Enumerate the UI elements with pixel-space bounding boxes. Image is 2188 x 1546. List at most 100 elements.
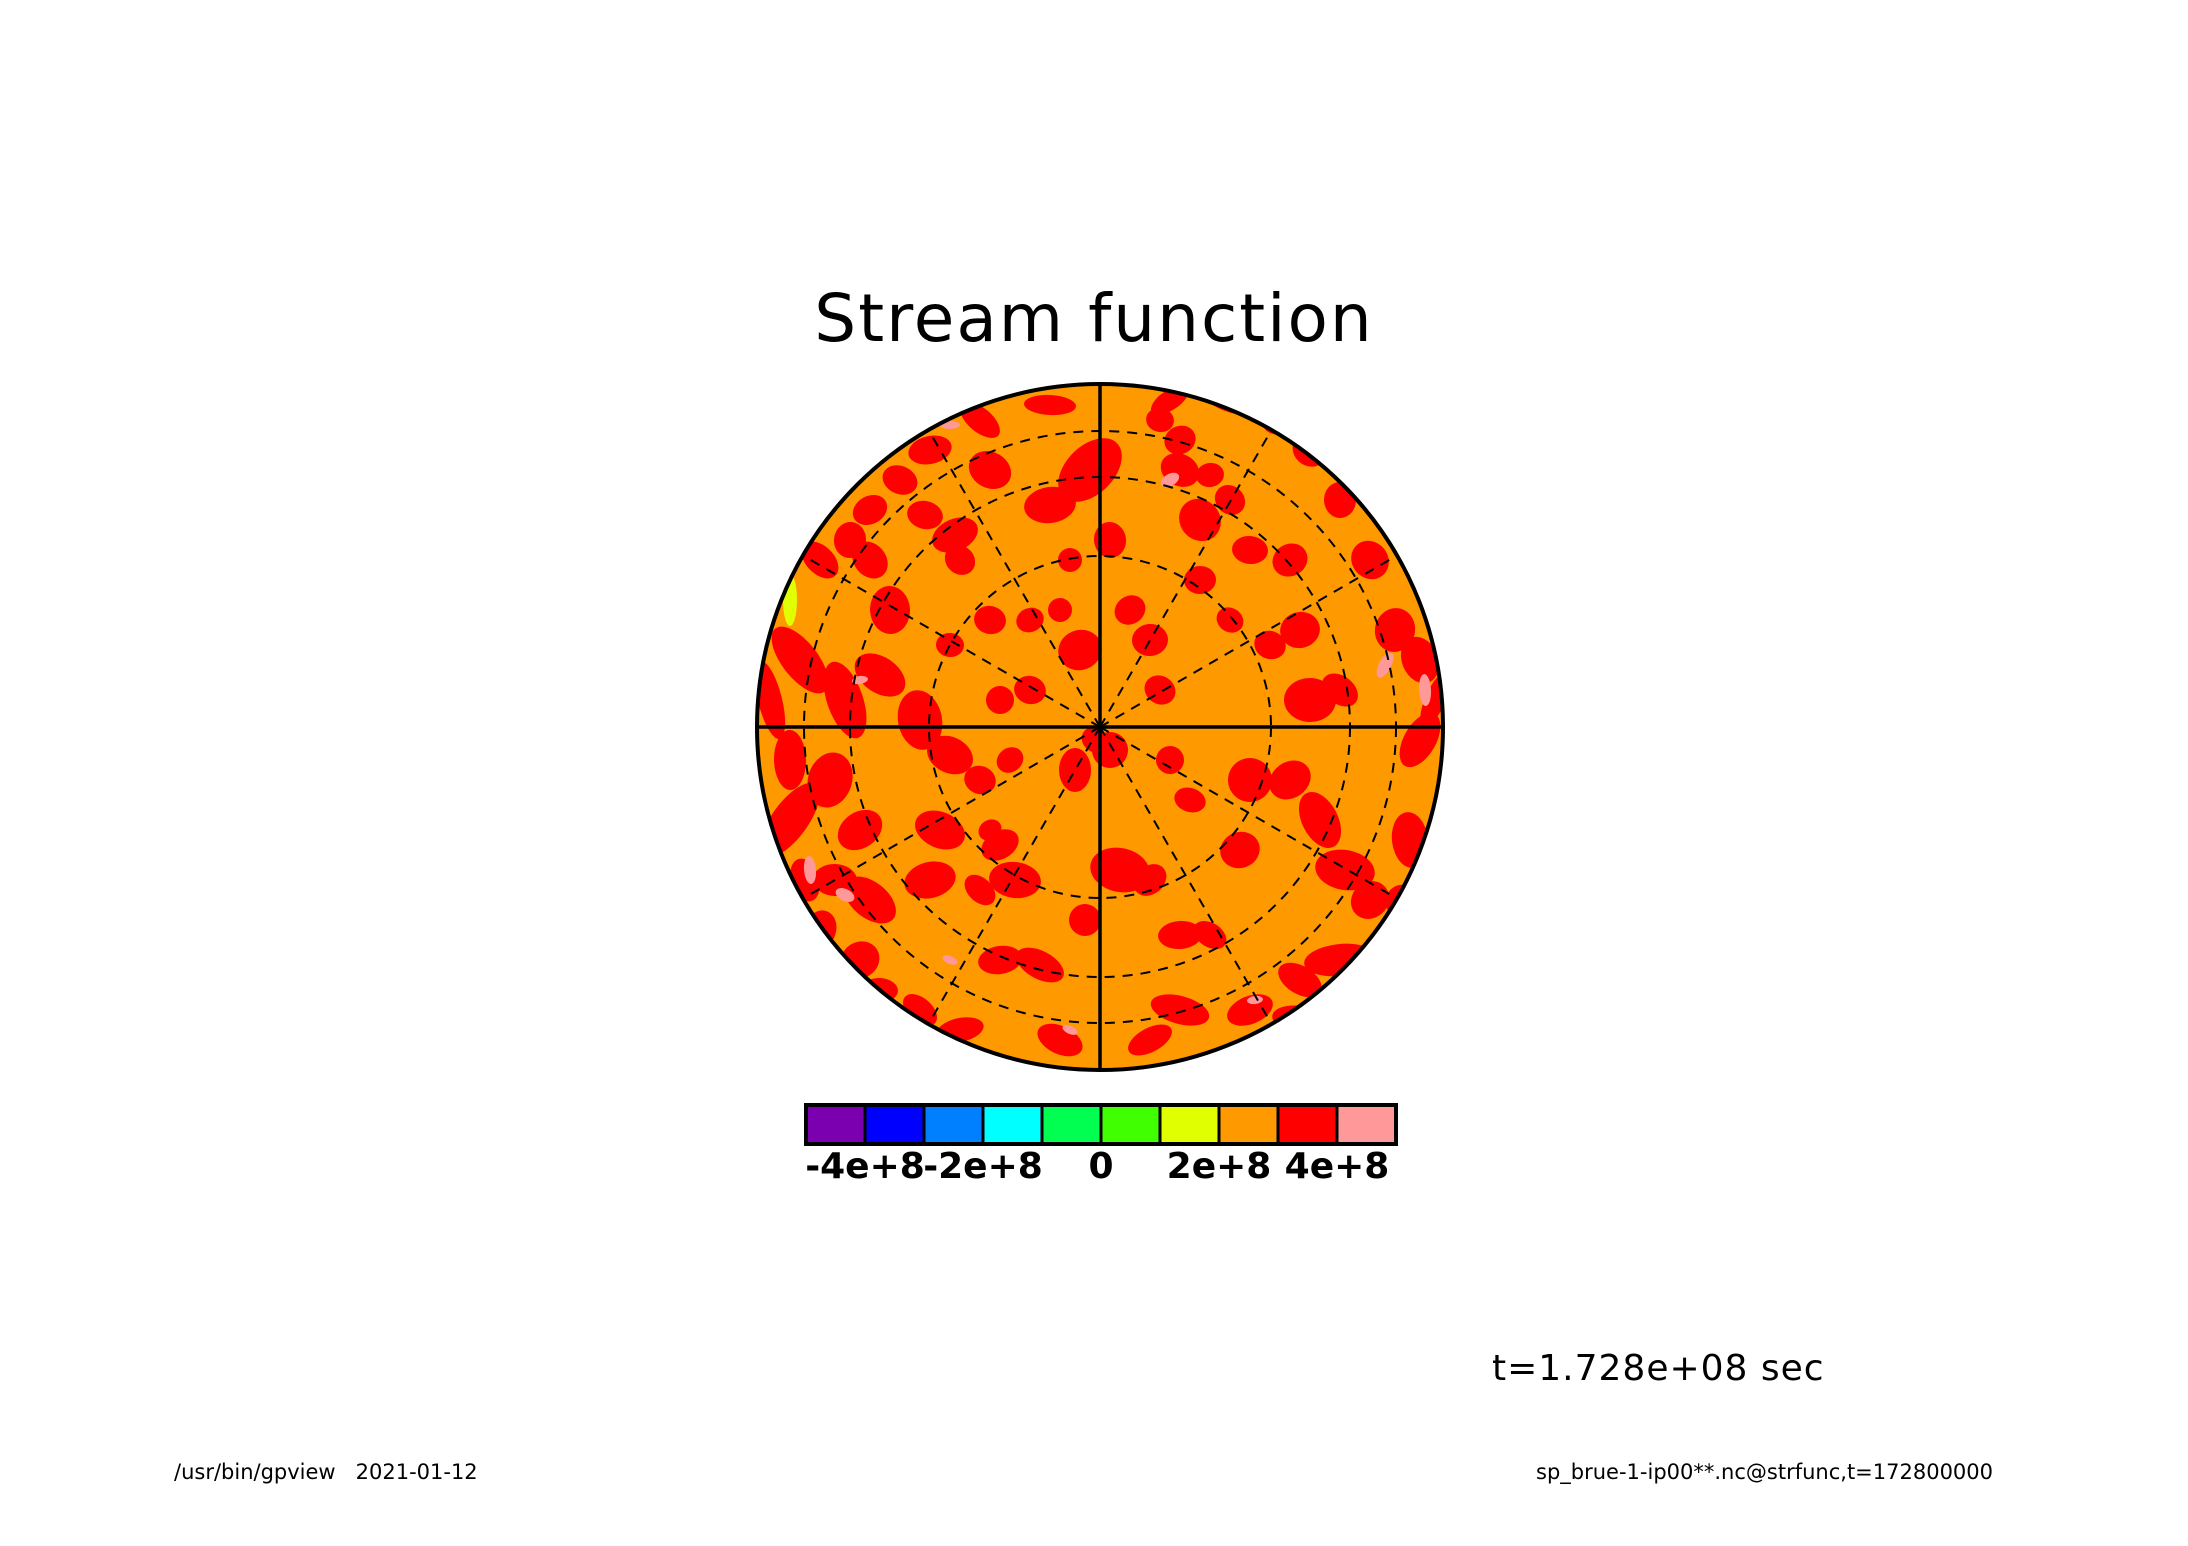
high-value-patch	[1228, 758, 1272, 802]
high-value-patch	[1133, 864, 1167, 896]
meridian-line	[1099, 726, 1273, 1025]
high-value-patch	[854, 653, 906, 697]
high-value-patch	[1059, 748, 1091, 792]
high-value-patch	[844, 876, 896, 924]
peak-value-patch	[942, 955, 958, 965]
high-value-patch	[1315, 849, 1375, 891]
axes-cross	[757, 384, 1443, 1070]
high-value-patch	[978, 945, 1022, 975]
high-value-patch	[1278, 962, 1322, 998]
high-value-patch	[1156, 746, 1184, 774]
high-value-patch	[1093, 522, 1127, 558]
high-value-patch	[1146, 407, 1174, 433]
footer-program-date: /usr/bin/gpview 2021-01-12	[174, 1460, 478, 1484]
high-value-patch	[1298, 792, 1342, 848]
high-value-patch	[996, 747, 1024, 773]
colorbar-tick-label: 0	[1088, 1146, 1114, 1187]
meridian-line	[1099, 429, 1273, 728]
colorbar-swatch	[804, 1103, 867, 1146]
peak-value-patch	[835, 888, 855, 902]
high-value-patch	[1193, 920, 1227, 950]
time-annotation: t=1.728e+08 sec	[1492, 1348, 1825, 1389]
high-value-patch	[1014, 675, 1046, 705]
colorbar-tick-label: -2e+8	[923, 1146, 1043, 1187]
high-value-patch	[944, 545, 976, 575]
high-value-patch	[1048, 598, 1072, 622]
high-value-patch	[1016, 607, 1044, 633]
high-value-patch	[1128, 1024, 1172, 1056]
high-value-patch	[1254, 630, 1286, 660]
footer-source: sp_brue-1-ip00**.nc@strfunc,t=172800000	[1536, 1460, 1994, 1484]
high-value-patch	[904, 861, 956, 899]
high-value-patch	[1374, 608, 1416, 652]
high-value-patch	[1216, 607, 1244, 633]
high-value-patch	[1269, 760, 1311, 800]
high-value-patch	[1351, 540, 1389, 580]
high-value-patch	[964, 874, 996, 906]
high-value-patch	[1058, 548, 1082, 572]
high-value-patch	[968, 450, 1012, 490]
high-value-patch	[833, 522, 867, 558]
colorbar-swatch	[1099, 1103, 1162, 1146]
colorbar-tick-label: 2e+8	[1166, 1146, 1272, 1187]
colorbar-tick-label: -4e+8	[805, 1146, 925, 1187]
colorbar-swatch	[863, 1103, 926, 1146]
meridian-line	[1099, 554, 1398, 728]
high-value-patch	[1058, 629, 1102, 671]
high-value-patch	[915, 810, 965, 850]
high-value-patch	[964, 765, 996, 795]
meridian-line	[927, 726, 1101, 1025]
peak-value-patch	[1418, 674, 1432, 706]
chart-title: Stream function	[814, 280, 1374, 357]
high-value-patch	[974, 605, 1006, 635]
colorbar-labels: -4e+8 -2e+8 0 2e+8 4e+8	[0, 1146, 2188, 1196]
high-value-patch	[1114, 595, 1146, 625]
map-boundary	[755, 382, 1445, 1072]
high-value-patch	[927, 735, 973, 775]
high-value-patch	[837, 809, 883, 851]
peak-value-patch	[852, 675, 868, 685]
colorbar-tick-label: 4e+8	[1284, 1146, 1390, 1187]
high-value-patch	[1069, 904, 1101, 936]
high-value-patch	[1174, 787, 1206, 813]
colorbar-swatch	[1040, 1103, 1103, 1146]
high-value-patch	[771, 626, 829, 694]
peak-value-patch	[1376, 652, 1394, 678]
colorbar-swatch	[1158, 1103, 1221, 1146]
high-value-patch	[1350, 881, 1390, 919]
colorbar-swatch	[1335, 1103, 1398, 1146]
high-value-patch	[852, 494, 888, 526]
peak-value-patch	[803, 856, 817, 884]
high-value-patch	[907, 500, 943, 530]
high-value-patch	[936, 632, 964, 658]
high-value-patch	[1272, 543, 1308, 577]
high-value-patch	[932, 517, 978, 553]
peak-value-patch	[1062, 1025, 1078, 1035]
high-value-patch	[1232, 535, 1268, 565]
high-value-patch	[869, 586, 911, 634]
high-value-patch	[882, 465, 918, 495]
high-value-patch	[1322, 673, 1358, 707]
meridian-line	[1099, 726, 1398, 900]
high-value-patch	[801, 541, 839, 579]
high-value-patch	[1179, 498, 1221, 542]
peak-value-regions	[803, 420, 1432, 1035]
colorbar-swatch	[922, 1103, 985, 1146]
high-value-patch	[1024, 486, 1076, 524]
high-value-patch	[978, 819, 1002, 841]
high-value-patch	[1400, 636, 1440, 684]
high-value-patch	[1150, 994, 1210, 1026]
peak-value-patch	[1247, 995, 1263, 1005]
colorbar-frame	[804, 1103, 1398, 1146]
high-value-patch	[1132, 623, 1168, 657]
meridian-line	[802, 726, 1101, 900]
high-value-patch	[1016, 947, 1064, 983]
high-value-patch	[989, 861, 1041, 899]
high-value-patch	[1280, 611, 1320, 649]
high-value-patch	[1227, 994, 1273, 1026]
colorbar	[804, 1103, 1398, 1146]
peak-value-patch	[1160, 472, 1180, 488]
colorbar-swatch	[981, 1103, 1044, 1146]
high-value-patch	[1196, 462, 1224, 488]
